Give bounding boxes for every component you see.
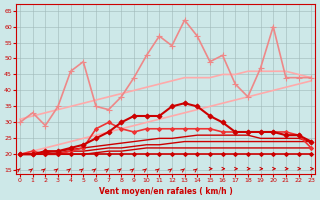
X-axis label: Vent moyen/en rafales ( km/h ): Vent moyen/en rafales ( km/h ) xyxy=(99,187,232,196)
